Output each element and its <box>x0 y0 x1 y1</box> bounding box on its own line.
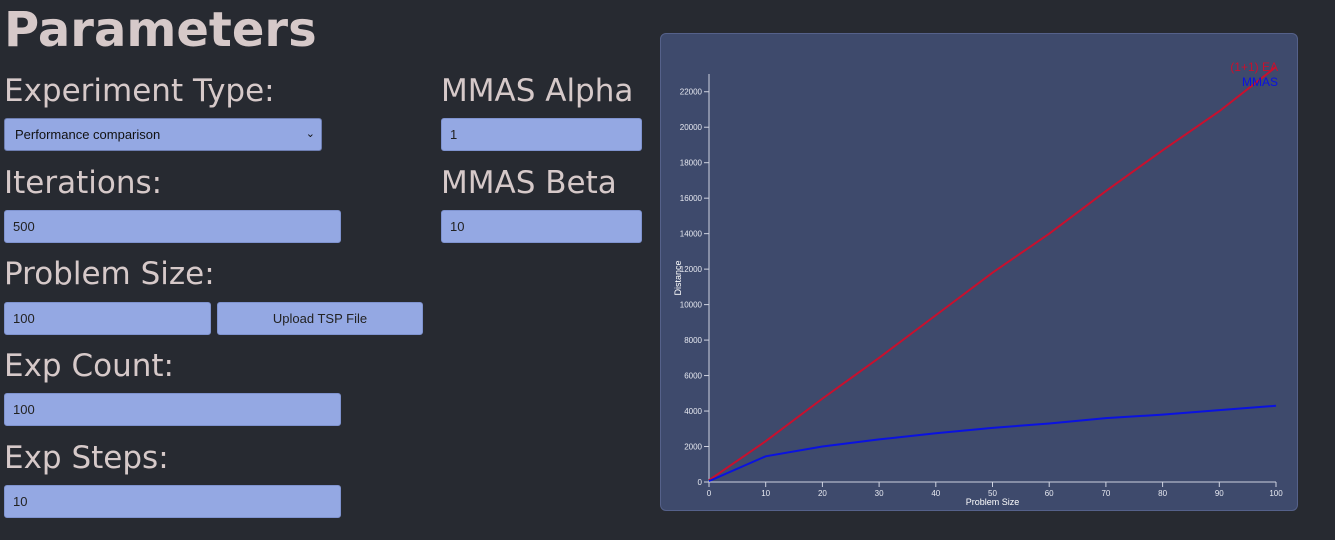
legend-entry-1: MMAS <box>1242 75 1278 89</box>
chart-panel: 0 10 20 30 40 50 60 70 80 90 100 0 2000 4000 6000 8000 1… <box>660 33 1298 511</box>
mmas-alpha-label: MMAS Alpha <box>441 73 633 109</box>
y-tick-label: 0 <box>698 478 703 487</box>
mmas-beta-input[interactable] <box>441 210 642 243</box>
y-tick-label: 22000 <box>680 88 703 97</box>
y-tick-label: 10000 <box>680 301 703 310</box>
y-tick-label: 18000 <box>680 159 703 168</box>
exp-steps-label: Exp Steps: <box>4 440 169 476</box>
iterations-input[interactable] <box>4 210 341 243</box>
series-line-0 <box>709 67 1276 480</box>
y-tick-label: 20000 <box>680 123 703 132</box>
exp-steps-input[interactable] <box>4 485 341 518</box>
y-tick-label: 2000 <box>684 443 702 452</box>
x-tick-label: 40 <box>931 489 940 498</box>
page-title: Parameters <box>4 2 317 58</box>
exp-count-input[interactable] <box>4 393 341 426</box>
problem-size-input[interactable] <box>4 302 211 335</box>
y-axis-label: Distance <box>673 260 683 295</box>
y-tick-label: 14000 <box>680 230 703 239</box>
legend-entry-0: (1+1) EA <box>1230 60 1278 74</box>
mmas-beta-label: MMAS Beta <box>441 165 617 201</box>
mmas-alpha-input[interactable] <box>441 118 642 151</box>
x-tick-label: 80 <box>1158 489 1167 498</box>
chevron-down-icon: ⌄ <box>306 119 315 150</box>
iterations-label: Iterations: <box>4 165 162 201</box>
y-tick-label: 12000 <box>680 265 703 274</box>
experiment-type-value: Performance comparison <box>15 127 160 142</box>
y-tick-label: 16000 <box>680 194 703 203</box>
y-tick-label: 4000 <box>684 407 702 416</box>
x-tick-label: 60 <box>1045 489 1054 498</box>
line-chart: 0 10 20 30 40 50 60 70 80 90 100020004000600080001… <box>661 34 1297 510</box>
x-tick-label: 100 <box>1269 489 1283 498</box>
x-tick-label: 70 <box>1101 489 1110 498</box>
exp-count-label: Exp Count: <box>4 348 174 384</box>
experiment-type-label: Experiment Type: <box>4 73 275 109</box>
x-tick-label: 30 <box>875 489 884 498</box>
y-tick-label: 6000 <box>684 372 702 381</box>
x-tick-label: 20 <box>818 489 827 498</box>
x-axis-label: Problem Size <box>966 497 1020 507</box>
y-tick-label: 8000 <box>684 336 702 345</box>
x-tick-label: 10 <box>761 489 770 498</box>
x-tick-label: 0 <box>707 489 712 498</box>
experiment-type-select[interactable]: Performance comparison ⌄ <box>4 118 322 151</box>
series-line-1 <box>709 406 1276 481</box>
upload-tsp-file-button[interactable]: Upload TSP File <box>217 302 423 335</box>
x-tick-label: 90 <box>1215 489 1224 498</box>
problem-size-label: Problem Size: <box>4 256 215 292</box>
